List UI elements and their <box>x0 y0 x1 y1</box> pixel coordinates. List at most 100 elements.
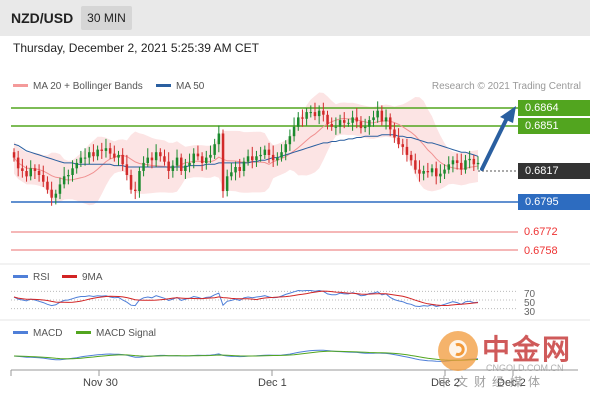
candle-body <box>297 117 300 127</box>
candle-body <box>472 158 476 165</box>
research-credit: Research © 2021 Trading Central <box>431 81 581 92</box>
legend-rsi-ma-label: 9MA <box>82 272 103 283</box>
candle-body <box>205 157 208 163</box>
candle-body <box>322 110 325 115</box>
x-tick-nov30: Nov 30 <box>83 377 118 389</box>
rsi-level-70: 70 <box>524 289 536 300</box>
candle-body <box>422 171 425 174</box>
legend-swatch-ma50 <box>156 83 171 87</box>
candle-body <box>125 164 129 175</box>
candle-body <box>92 152 95 157</box>
candle-body <box>430 168 434 173</box>
symbol-title: NZD/USD <box>11 10 74 26</box>
legend-macd-signal-label: MACD Signal <box>96 328 157 339</box>
candle-body <box>42 175 45 182</box>
candle-body <box>405 146 409 155</box>
candle-body <box>255 156 258 161</box>
candle-body <box>171 165 175 171</box>
candle-body <box>163 156 166 162</box>
candle-body <box>108 148 112 154</box>
candle-body <box>418 169 421 174</box>
ma50-line <box>13 134 479 168</box>
candle-body <box>376 110 379 118</box>
candle-body <box>284 144 287 153</box>
candle-body <box>401 144 404 147</box>
rsi-ma-line <box>13 290 479 307</box>
legend-swatch-bb <box>13 83 28 87</box>
candle-body <box>225 176 229 191</box>
candle-body <box>33 168 37 171</box>
candle-body <box>288 136 292 145</box>
bollinger-band <box>14 92 478 206</box>
forecast-arrow-head <box>500 106 516 123</box>
candle-body <box>359 121 363 129</box>
rsi-line <box>13 289 479 308</box>
header-bar: NZD/USD 30 MIN <box>0 0 590 36</box>
candle-body <box>104 148 108 151</box>
candle-body <box>380 110 384 122</box>
candle-body <box>113 153 116 158</box>
candle-body <box>414 160 417 170</box>
candle-body <box>451 160 455 165</box>
candle-body <box>276 157 279 161</box>
candle-body <box>230 172 233 177</box>
candle-body <box>37 171 41 175</box>
candle-body <box>71 168 74 175</box>
candle-body <box>96 149 99 157</box>
candle-body <box>426 171 430 173</box>
candle-body <box>175 157 179 166</box>
candle-body <box>263 149 267 155</box>
candle-body <box>393 129 396 138</box>
candle-body <box>313 112 317 117</box>
timestamp: Thursday, December 2, 2021 5:25:39 AM CE… <box>13 41 259 55</box>
timeframe-button[interactable]: 30 MIN <box>81 6 132 30</box>
candle-body <box>159 152 162 157</box>
candle-body <box>338 120 342 127</box>
candle-body <box>476 162 480 165</box>
candle-body <box>238 167 241 171</box>
candle-body <box>397 137 400 145</box>
watermark: 中金网 CNGOLD.COM.CN 中文财经媒体 <box>432 325 590 400</box>
candle-body <box>200 156 204 163</box>
candle-body <box>334 126 338 128</box>
candle-body <box>117 154 120 158</box>
level-label-0: 0.6864 <box>518 100 590 116</box>
candle-body <box>121 154 124 165</box>
candle-body <box>50 189 53 198</box>
candle-body <box>234 167 237 173</box>
candle-body <box>209 154 212 158</box>
legend-swatch-rsi <box>13 274 28 278</box>
candle-body <box>29 168 32 177</box>
level-label-1: 0.6851 <box>518 118 590 134</box>
candle-body <box>54 193 58 198</box>
candle-body <box>355 117 358 122</box>
x-tick-dec1: Dec 1 <box>258 377 287 389</box>
level-label-3: 0.6795 <box>518 194 590 210</box>
candle-body <box>301 117 304 119</box>
legend-bb-label: MA 20 + Bollinger Bands <box>33 81 143 92</box>
candle-body <box>343 120 346 123</box>
candle-body <box>79 157 83 163</box>
level-label-4: 0.6772 <box>524 226 558 238</box>
candle-body <box>309 112 312 114</box>
candle-body <box>16 157 20 169</box>
candle-body <box>154 152 158 161</box>
candle-body <box>439 173 442 177</box>
candle-body <box>100 149 103 151</box>
candle-body <box>363 126 367 129</box>
candle-body <box>184 165 187 171</box>
candle-body <box>46 181 49 190</box>
candle-body <box>368 120 371 127</box>
candle-body <box>460 162 463 170</box>
candle-body <box>21 168 24 171</box>
candle-body <box>88 152 91 158</box>
candle-body <box>83 157 87 159</box>
candle-body <box>464 160 467 170</box>
candle-body <box>138 171 141 192</box>
candle-body <box>213 144 216 155</box>
candle-body <box>447 164 450 170</box>
candle-body <box>292 126 296 137</box>
candle-body <box>409 154 413 161</box>
candle-body <box>129 175 133 190</box>
